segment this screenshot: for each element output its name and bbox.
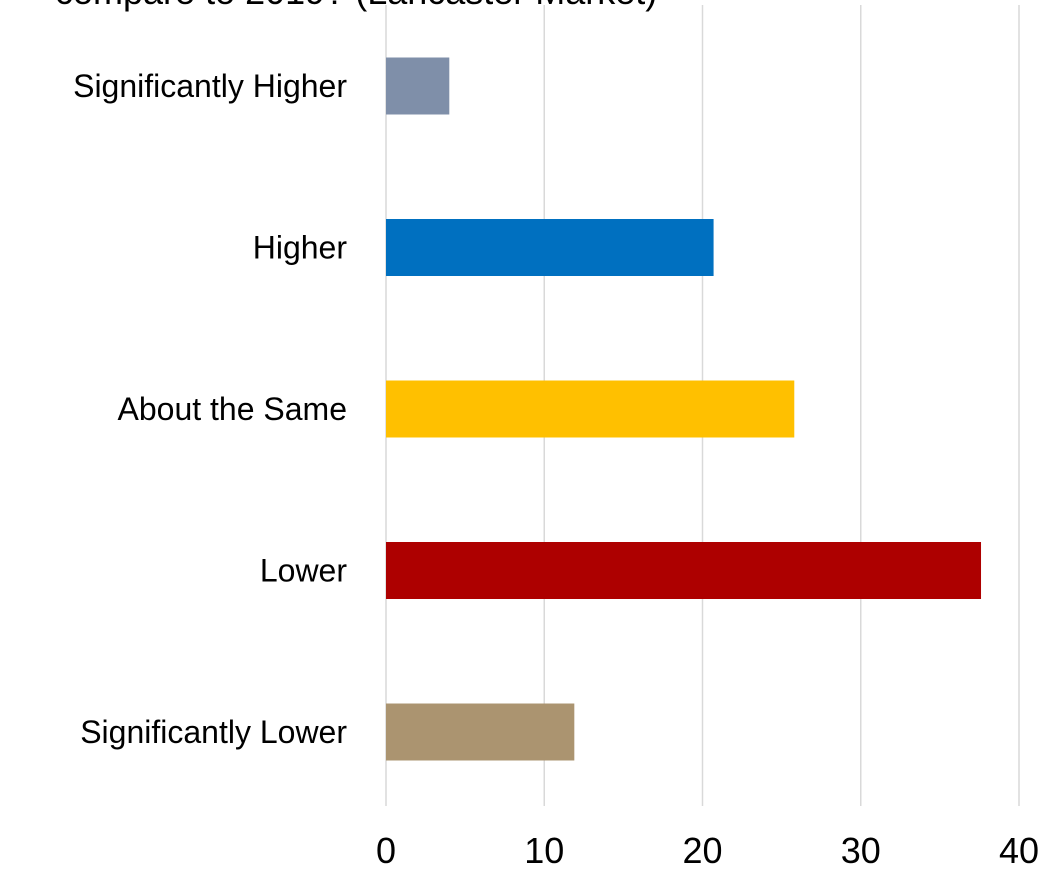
bar xyxy=(386,219,714,276)
category-labels: Significantly Higher Higher About the Same… xyxy=(73,68,347,750)
x-tick-label: 30 xyxy=(841,830,881,871)
x-tick-label: 10 xyxy=(524,830,564,871)
category-label: About the Same xyxy=(118,391,347,427)
bar xyxy=(386,542,982,599)
chart-title: compare to 2019? (Lancaster Market) xyxy=(55,0,657,12)
x-tick-labels: 0 10 20 30 40 xyxy=(376,830,1039,871)
bars xyxy=(386,57,982,761)
bar xyxy=(386,57,450,115)
category-label: Significantly Lower xyxy=(80,714,347,750)
category-label: Lower xyxy=(260,553,348,589)
x-tick-label: 20 xyxy=(682,830,722,871)
category-label: Significantly Higher xyxy=(73,68,347,104)
bar xyxy=(386,703,575,761)
x-tick-label: 0 xyxy=(376,830,396,871)
x-tick-label: 40 xyxy=(999,830,1039,871)
bar xyxy=(386,380,795,438)
category-label: Higher xyxy=(253,230,348,266)
